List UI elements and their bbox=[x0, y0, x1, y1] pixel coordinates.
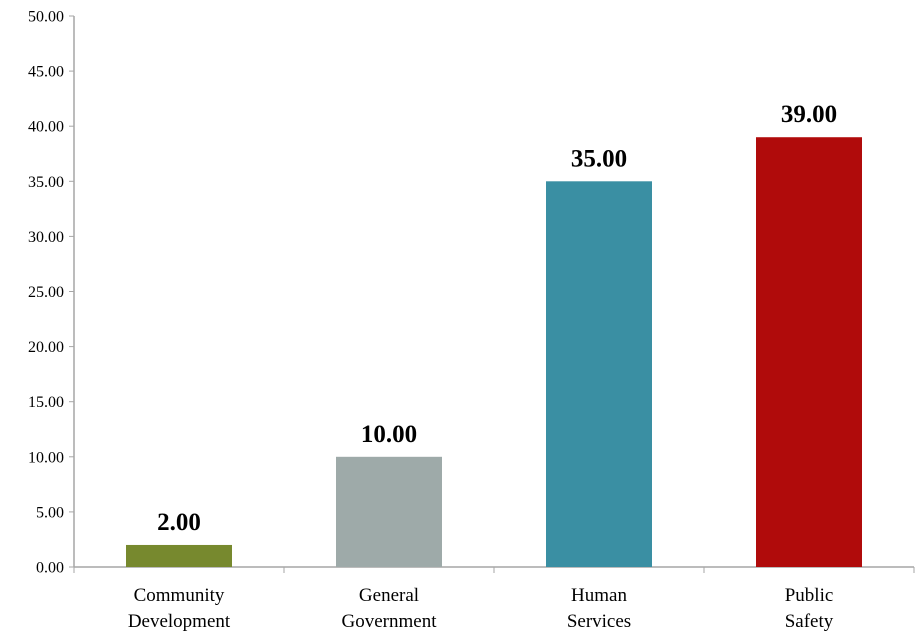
y-tick-label: 15.00 bbox=[28, 394, 64, 411]
y-tick-label: 20.00 bbox=[28, 339, 64, 356]
x-category-label: Development bbox=[128, 611, 231, 632]
x-category-label: Community bbox=[134, 585, 225, 606]
y-tick-label: 45.00 bbox=[28, 64, 64, 81]
x-category-label: Government bbox=[342, 611, 438, 632]
bars bbox=[126, 137, 862, 568]
x-category-label: Safety bbox=[785, 611, 834, 632]
y-tick-label: 35.00 bbox=[28, 174, 64, 191]
bar bbox=[336, 456, 442, 567]
x-category-label: Public bbox=[785, 585, 834, 606]
y-tick-label: 10.00 bbox=[28, 449, 64, 466]
y-tick-label: 25.00 bbox=[28, 284, 64, 301]
bar bbox=[126, 544, 232, 567]
bar-value-label: 39.00 bbox=[781, 101, 837, 128]
y-tick-label: 50.00 bbox=[28, 9, 64, 26]
y-axis: 0.00 5.00 10.00 15.00 20.00 25.00 30.00 35.00 40… bbox=[28, 9, 75, 577]
bar-value-label: 10.00 bbox=[361, 421, 417, 448]
y-tick-label: 30.00 bbox=[28, 229, 64, 246]
bar-value-label: 2.00 bbox=[157, 509, 201, 536]
y-tick-label: 5.00 bbox=[36, 504, 64, 521]
bar bbox=[546, 181, 652, 568]
data-labels: 2.00 10.00 35.00 39.00 bbox=[157, 101, 837, 536]
bar-value-label: 35.00 bbox=[571, 145, 627, 172]
y-tick-label: 0.00 bbox=[36, 560, 64, 577]
x-category-label: General bbox=[359, 585, 419, 606]
y-tick-label: 40.00 bbox=[28, 119, 64, 136]
x-axis: Community Development General Government Hum… bbox=[73, 566, 915, 632]
x-category-label: Services bbox=[567, 611, 631, 632]
bar bbox=[756, 137, 862, 567]
x-category-label: Human bbox=[571, 585, 627, 606]
